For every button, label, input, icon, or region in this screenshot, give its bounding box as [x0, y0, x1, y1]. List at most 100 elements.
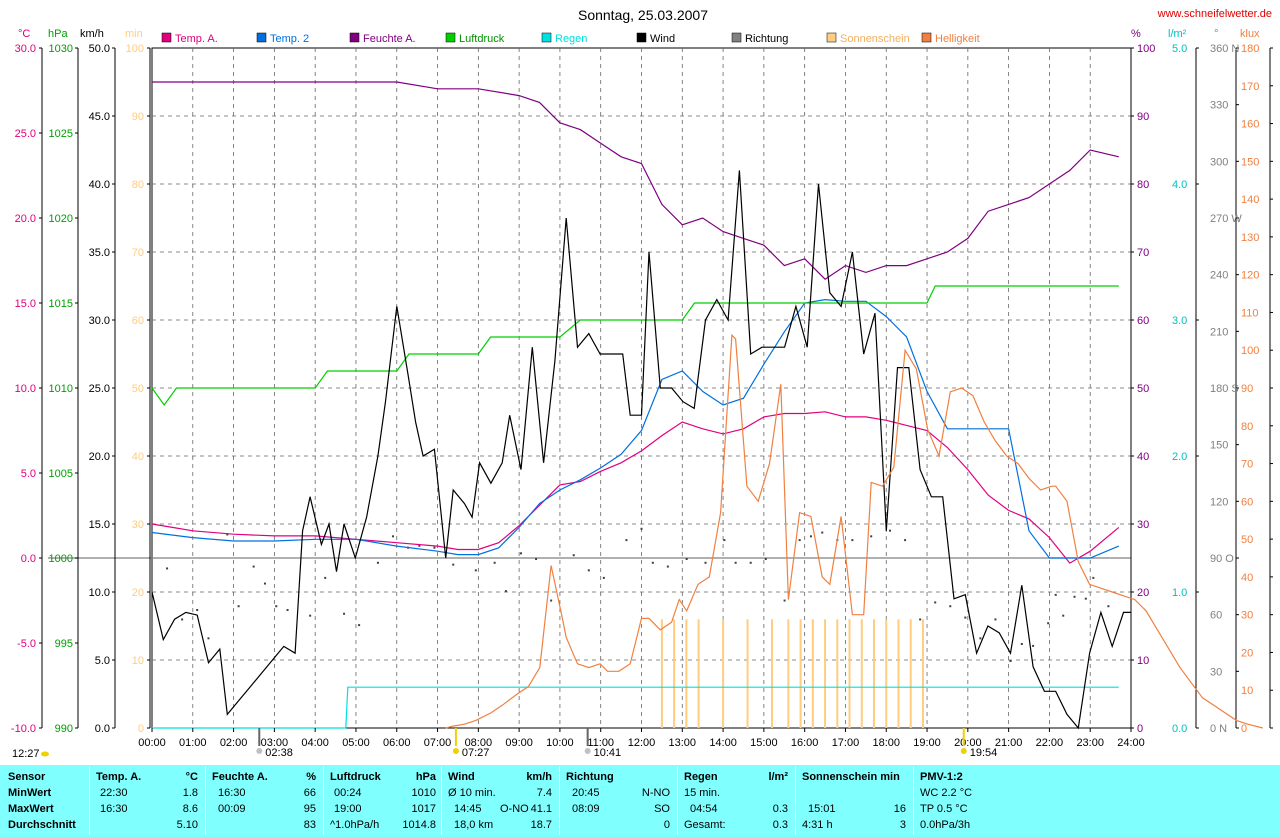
- temp-axis-tick-label: 5.0: [21, 468, 36, 480]
- footer-temp-min: 1.8: [182, 787, 198, 799]
- direction-point: [1054, 593, 1057, 596]
- footer-wind-label: Wind: [448, 771, 475, 783]
- footer-pmv-label: PMV-1:2: [920, 771, 963, 783]
- direction-point: [550, 599, 553, 602]
- wind-axis-unit: km/h: [80, 28, 104, 40]
- moonrise-icon: [584, 748, 591, 754]
- humidity-axis-tick-label: 80: [1137, 179, 1149, 191]
- temp-axis-tick-label: -5.0: [17, 638, 36, 650]
- footer-pressure-col: Luftdruck hPa 00:24 1010 19:00 1017 ^1.0…: [324, 765, 440, 837]
- direction-point: [734, 561, 737, 564]
- brightness-axis-tick-label: 80: [1241, 421, 1253, 433]
- direction-point: [1062, 614, 1065, 617]
- brightness-axis-tick-label: 0: [1241, 723, 1247, 735]
- sunshine-axis-tick-label: 80: [132, 179, 144, 191]
- footer-pmv-wc: WC 2.2 °C: [920, 787, 973, 799]
- footer-sensor-col: Sensor MinWert MaxWert Durchschnitt: [0, 765, 88, 837]
- footer-avg-label: Durchschnitt: [8, 819, 76, 831]
- footer-sunshine-total: 4:31 h: [802, 819, 833, 831]
- humidity-axis-unit: %: [1131, 28, 1141, 40]
- direction-point: [723, 539, 726, 542]
- legend-label: Helligkeit: [935, 33, 980, 45]
- humidity-axis-tick-label: 10: [1137, 655, 1149, 667]
- footer-rain-max: 0.3: [772, 803, 788, 815]
- direction-point: [391, 535, 394, 538]
- series-feuchte-a-: [152, 81, 1119, 280]
- direction-point: [1020, 643, 1023, 645]
- x-tick-label: 05:00: [342, 737, 370, 749]
- legend-swatch: [921, 32, 932, 43]
- direction-point: [504, 590, 507, 593]
- footer-humidity-col: Feuchte A. % 16:30 66 00:09 95 83: [206, 765, 322, 837]
- plot-area: [151, 81, 1263, 730]
- direction-point: [324, 576, 327, 579]
- humidity-axis-tick-label: 70: [1137, 247, 1149, 259]
- direction-point: [798, 539, 801, 542]
- legend-swatch: [541, 32, 552, 43]
- footer-pressure-trend: ^1.0hPa/h: [330, 819, 380, 831]
- x-tick-label: 03:00: [261, 737, 289, 749]
- legend-label: Wind: [650, 33, 675, 45]
- direction-axis-tick-label: 270 W: [1210, 213, 1242, 225]
- brightness-axis-tick-label: 180: [1241, 43, 1259, 55]
- temp-axis-tick-label: 20.0: [15, 213, 36, 225]
- brightness-axis-tick-label: 130: [1241, 232, 1259, 244]
- brightness-axis-tick-label: 100: [1241, 345, 1259, 357]
- sunshine-axis-tick-label: 70: [132, 247, 144, 259]
- brightness-axis-tick-label: 10: [1241, 685, 1253, 697]
- humidity-axis-tick-label: 30: [1137, 519, 1149, 531]
- footer-temp-label: Temp. A.: [96, 771, 142, 783]
- pressure-axis-tick-label: 1000: [49, 553, 73, 565]
- footer-pmv-trend: 0.0hPa/3h: [920, 819, 971, 831]
- chart-legend: Temp. A. Temp. 2 Feuchte A. Luftdruck Regen W…: [161, 32, 980, 45]
- direction-axis-unit: °: [1214, 28, 1218, 40]
- footer-temp-min-time: 22:30: [100, 787, 128, 799]
- legend-swatch: [731, 32, 742, 43]
- chart-title: Sonntag, 25.03.2007: [578, 7, 708, 23]
- footer-rain-label: Regen: [684, 771, 718, 783]
- humidity-axis-tick-label: 60: [1137, 315, 1149, 327]
- series-regen: [152, 686, 1119, 729]
- footer-temp-max-time: 16:30: [100, 803, 128, 815]
- rain-axis-tick-label: 4.0: [1172, 179, 1187, 191]
- brightness-axis-tick-label: 40: [1241, 572, 1253, 584]
- direction-point: [452, 563, 455, 566]
- pressure-axis-tick-label: 1030: [49, 43, 73, 55]
- sunset-icon: [960, 748, 967, 754]
- direction-point: [226, 533, 229, 536]
- site-link[interactable]: www.schneifelwetter.de: [1157, 8, 1272, 20]
- footer-direction-max: SO: [654, 803, 670, 815]
- direction-point: [207, 637, 210, 640]
- brightness-axis-tick-label: 140: [1241, 194, 1259, 206]
- direction-point: [851, 539, 854, 542]
- legend-swatch: [445, 32, 456, 43]
- x-tick-label: 15:00: [750, 737, 778, 749]
- direction-point: [666, 565, 669, 568]
- pressure-axis-tick-label: 995: [55, 638, 73, 650]
- humidity-axis-tick-label: 20: [1137, 587, 1149, 599]
- legend-swatch: [161, 32, 172, 43]
- direction-point: [166, 567, 169, 570]
- direction-point: [1073, 595, 1076, 598]
- direction-axis-tick-label: 180 S: [1210, 383, 1239, 395]
- x-tick-label: 10:00: [546, 737, 574, 749]
- temp-axis-tick-label: -10.0: [11, 723, 36, 735]
- direction-point: [181, 618, 184, 621]
- direction-axis-tick-label: 360 N: [1210, 43, 1239, 55]
- legend-label: Luftdruck: [459, 33, 505, 45]
- rain-axis-tick-label: 5.0: [1172, 43, 1187, 55]
- footer-left-time: 12:27: [12, 748, 40, 760]
- rain-axis-tick-label: 3.0: [1172, 315, 1187, 327]
- pressure-axis-tick-label: 1010: [49, 383, 73, 395]
- direction-point: [520, 552, 523, 555]
- x-tick-label: 01:00: [179, 737, 207, 749]
- direction-axis-tick-label: 60: [1210, 610, 1222, 622]
- footer-wind-col: Wind km/h Ø 10 min. 7.4 14:45 O-NO 41.1 …: [442, 765, 558, 837]
- x-tick-label: 08:00: [465, 737, 493, 749]
- direction-point: [964, 616, 967, 619]
- direction-point: [286, 609, 289, 611]
- left-axes: 30.025.020.015.010.05.00.0-5.0-10.010301…: [11, 43, 151, 735]
- sunshine-axis-tick-label: 40: [132, 451, 144, 463]
- legend-swatch: [636, 32, 647, 43]
- legend-label: Temp. A.: [175, 33, 218, 45]
